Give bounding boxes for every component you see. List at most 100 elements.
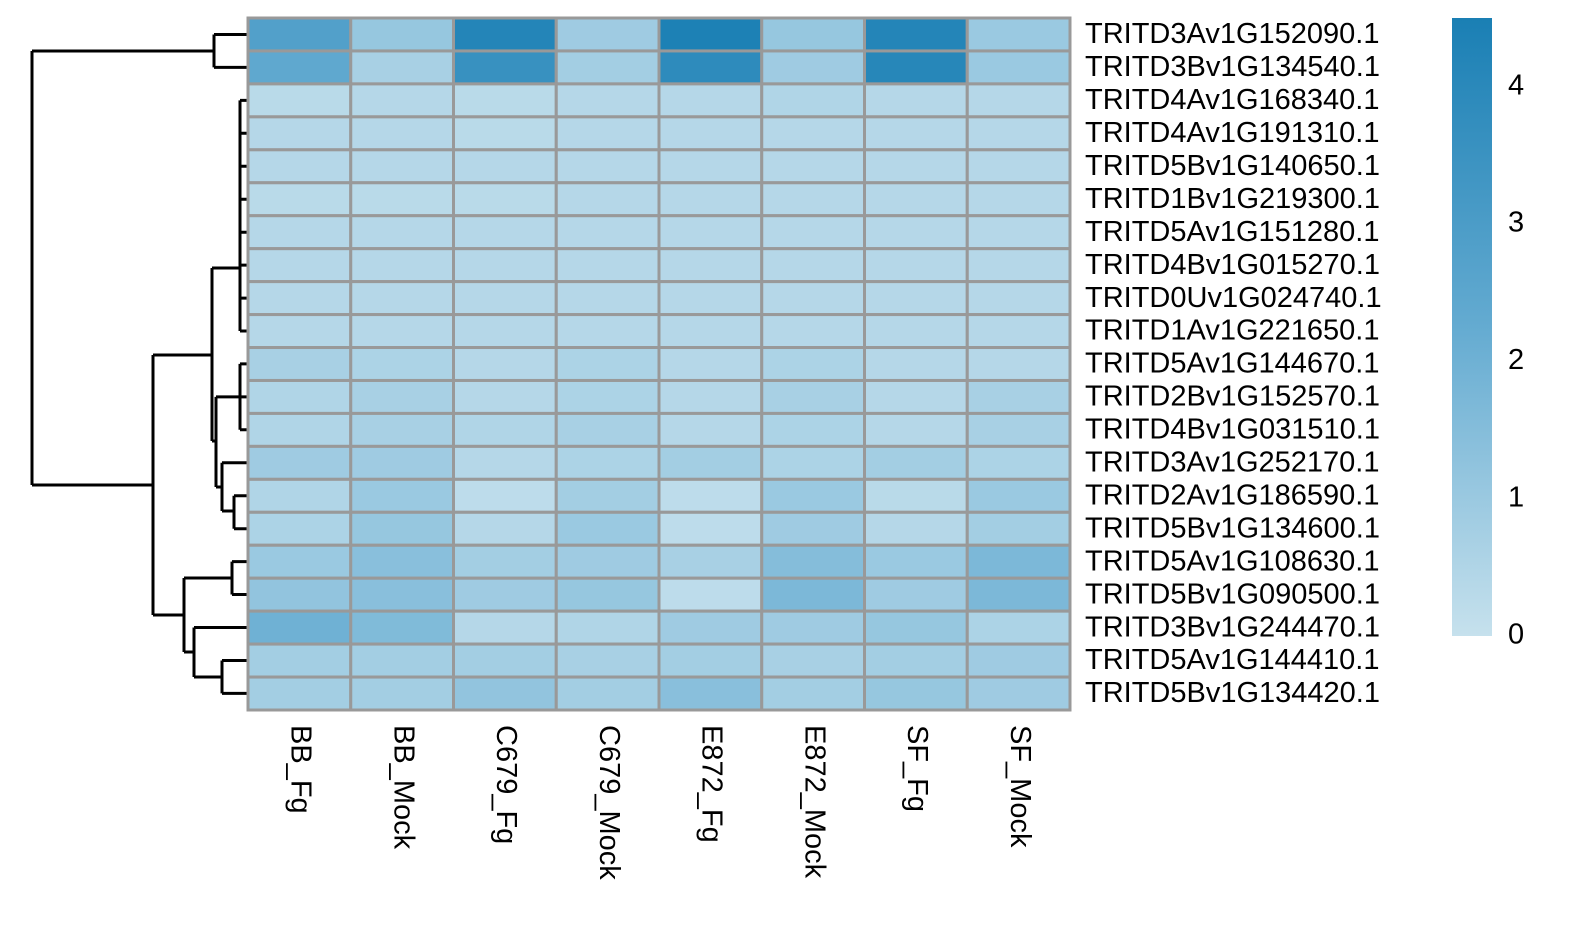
cell — [554, 411, 661, 448]
cell — [760, 148, 866, 185]
cell — [657, 280, 764, 317]
cell — [349, 16, 455, 53]
cell — [760, 16, 866, 53]
cell — [657, 247, 764, 284]
cell — [554, 477, 661, 514]
cell — [452, 115, 558, 152]
cell — [554, 609, 661, 646]
cell — [246, 49, 353, 86]
cell — [863, 280, 969, 317]
row-label: TRITD0Uv1G024740.1 — [1085, 282, 1382, 314]
cell — [246, 148, 353, 185]
cell — [760, 214, 866, 251]
cell — [246, 411, 353, 448]
cell — [452, 82, 558, 119]
cell — [452, 510, 558, 547]
cell — [452, 16, 558, 53]
cell — [554, 247, 661, 284]
cell — [452, 181, 558, 218]
cell — [554, 82, 661, 119]
cell — [760, 49, 866, 86]
cell — [349, 378, 455, 415]
cell — [965, 148, 1072, 185]
cell — [246, 181, 353, 218]
cell — [349, 543, 455, 580]
cell — [349, 675, 455, 712]
cell — [349, 313, 455, 350]
cell — [349, 82, 455, 119]
cell — [246, 576, 353, 613]
cell — [965, 280, 1072, 317]
colorbar-tick-label: 2 — [1508, 344, 1524, 376]
cell — [657, 411, 764, 448]
cell — [349, 115, 455, 152]
cell — [760, 675, 866, 712]
cell — [760, 510, 866, 547]
cell — [349, 609, 455, 646]
column-label: E872_Mock — [798, 725, 830, 879]
cell — [760, 411, 866, 448]
row-label: TRITD4Bv1G031510.1 — [1085, 414, 1380, 446]
cell — [965, 675, 1072, 712]
cell — [554, 49, 661, 86]
cell — [246, 82, 353, 119]
cell — [965, 346, 1072, 382]
cell — [863, 444, 969, 481]
cell — [760, 444, 866, 481]
cell — [863, 477, 969, 514]
row-label: TRITD5Av1G144410.1 — [1085, 644, 1379, 676]
cell — [657, 346, 764, 382]
cell — [965, 576, 1072, 613]
cell — [760, 477, 866, 514]
cell — [657, 148, 764, 185]
cell — [554, 214, 661, 251]
row-label: TRITD5Bv1G090500.1 — [1085, 578, 1380, 610]
cell — [452, 49, 558, 86]
cell — [246, 214, 353, 251]
cell — [554, 675, 661, 712]
cell — [452, 280, 558, 317]
cell — [965, 82, 1072, 119]
cell — [863, 313, 969, 350]
cell — [657, 82, 764, 119]
cell — [657, 543, 764, 580]
cell — [452, 411, 558, 448]
column-label: C679_Fg — [490, 725, 522, 844]
cell — [349, 346, 455, 382]
cell — [349, 510, 455, 547]
cell — [657, 675, 764, 712]
cell — [246, 444, 353, 481]
cell — [554, 378, 661, 415]
cell — [760, 115, 866, 152]
cell — [965, 609, 1072, 646]
column-label: BB_Fg — [285, 725, 317, 814]
column-label: SF_Mock — [1004, 725, 1036, 848]
row-label: TRITD4Av1G191310.1 — [1085, 117, 1379, 149]
cell — [246, 675, 353, 712]
cell — [863, 16, 969, 53]
cell — [657, 576, 764, 613]
cell — [657, 313, 764, 350]
row-label: TRITD5Av1G151280.1 — [1085, 216, 1379, 248]
cell — [554, 510, 661, 547]
cell — [246, 313, 353, 350]
cell — [863, 148, 969, 185]
cell — [657, 444, 764, 481]
cell — [760, 378, 866, 415]
cell — [452, 543, 558, 580]
cell — [452, 214, 558, 251]
cell — [452, 247, 558, 284]
cell — [452, 609, 558, 646]
cell — [863, 609, 969, 646]
cell — [349, 411, 455, 448]
cell — [246, 16, 353, 53]
cell — [863, 49, 969, 86]
cell — [554, 346, 661, 382]
cell — [657, 477, 764, 514]
cell — [965, 16, 1072, 53]
cell — [760, 576, 866, 613]
row-label: TRITD2Av1G186590.1 — [1085, 479, 1379, 511]
cell — [965, 214, 1072, 251]
cell — [863, 181, 969, 218]
